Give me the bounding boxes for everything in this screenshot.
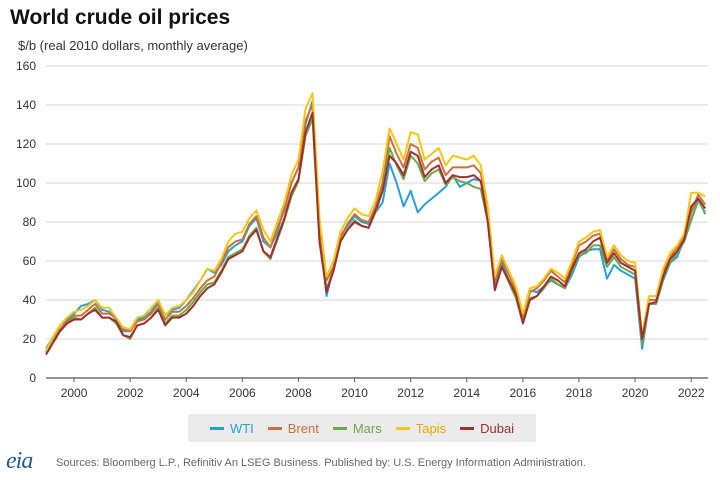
legend-swatch bbox=[395, 426, 410, 430]
x-tick-label: 2000 bbox=[61, 386, 88, 400]
y-axis-unit-label: $/b (real 2010 dollars, monthly average) bbox=[18, 38, 248, 53]
x-tick-label: 2004 bbox=[173, 386, 200, 400]
y-tick-label: 60 bbox=[23, 254, 37, 268]
legend-swatch bbox=[460, 426, 475, 430]
legend-label: Dubai bbox=[480, 420, 515, 436]
x-tick-label: 2002 bbox=[117, 386, 144, 400]
y-axis-ticks: 0 20 40 60 80 100 120 140 160 bbox=[16, 59, 36, 385]
x-tick-label: 2012 bbox=[397, 386, 424, 400]
chart-title: World crude oil prices bbox=[10, 6, 231, 29]
y-tick-label: 0 bbox=[29, 371, 36, 385]
gridlines bbox=[46, 65, 708, 379]
sources-note: Sources: Bloomberg L.P., Refinitiv An LS… bbox=[56, 457, 586, 469]
legend-item-tapis: Tapis bbox=[395, 420, 447, 436]
y-tick-label: 160 bbox=[16, 59, 36, 73]
legend-item-wti: WTI bbox=[209, 420, 254, 436]
y-tick-label: 80 bbox=[23, 215, 37, 229]
legend-swatch bbox=[209, 426, 224, 430]
legend-label: Tapis bbox=[415, 420, 447, 436]
legend-label: Mars bbox=[352, 420, 382, 436]
x-axis-ticks: 2000 2002 2004 2006 2008 2010 2012 2014 2016 2018… bbox=[61, 378, 705, 400]
legend-label: Brent bbox=[287, 420, 319, 436]
legend-swatch bbox=[267, 426, 282, 430]
eia-logo: eia bbox=[6, 448, 33, 474]
x-tick-label: 2010 bbox=[341, 386, 368, 400]
series-line-tapis bbox=[45, 92, 706, 352]
legend-label: WTI bbox=[229, 420, 254, 436]
legend: WTI Brent Mars Tapis Dubai bbox=[188, 414, 536, 442]
series-line-dubai bbox=[45, 111, 707, 356]
x-tick-label: 2006 bbox=[229, 386, 256, 400]
series-lines bbox=[45, 92, 707, 356]
x-tick-label: 2020 bbox=[622, 386, 649, 400]
y-tick-label: 40 bbox=[23, 293, 37, 307]
series-line-wti bbox=[45, 100, 707, 350]
x-tick-label: 2014 bbox=[453, 386, 480, 400]
y-tick-label: 20 bbox=[23, 332, 37, 346]
x-tick-label: 2022 bbox=[678, 386, 705, 400]
x-tick-label: 2018 bbox=[566, 386, 593, 400]
series-line-brent bbox=[45, 104, 707, 352]
legend-item-dubai: Dubai bbox=[460, 421, 514, 436]
x-tick-label: 2016 bbox=[510, 386, 537, 400]
x-tick-label: 2008 bbox=[285, 386, 312, 400]
legend-item-mars: Mars bbox=[332, 420, 382, 436]
y-tick-label: 120 bbox=[16, 137, 36, 151]
y-tick-label: 140 bbox=[16, 98, 36, 112]
y-tick-label: 100 bbox=[16, 176, 36, 190]
legend-swatch bbox=[332, 426, 347, 430]
legend-item-brent: Brent bbox=[267, 420, 319, 436]
